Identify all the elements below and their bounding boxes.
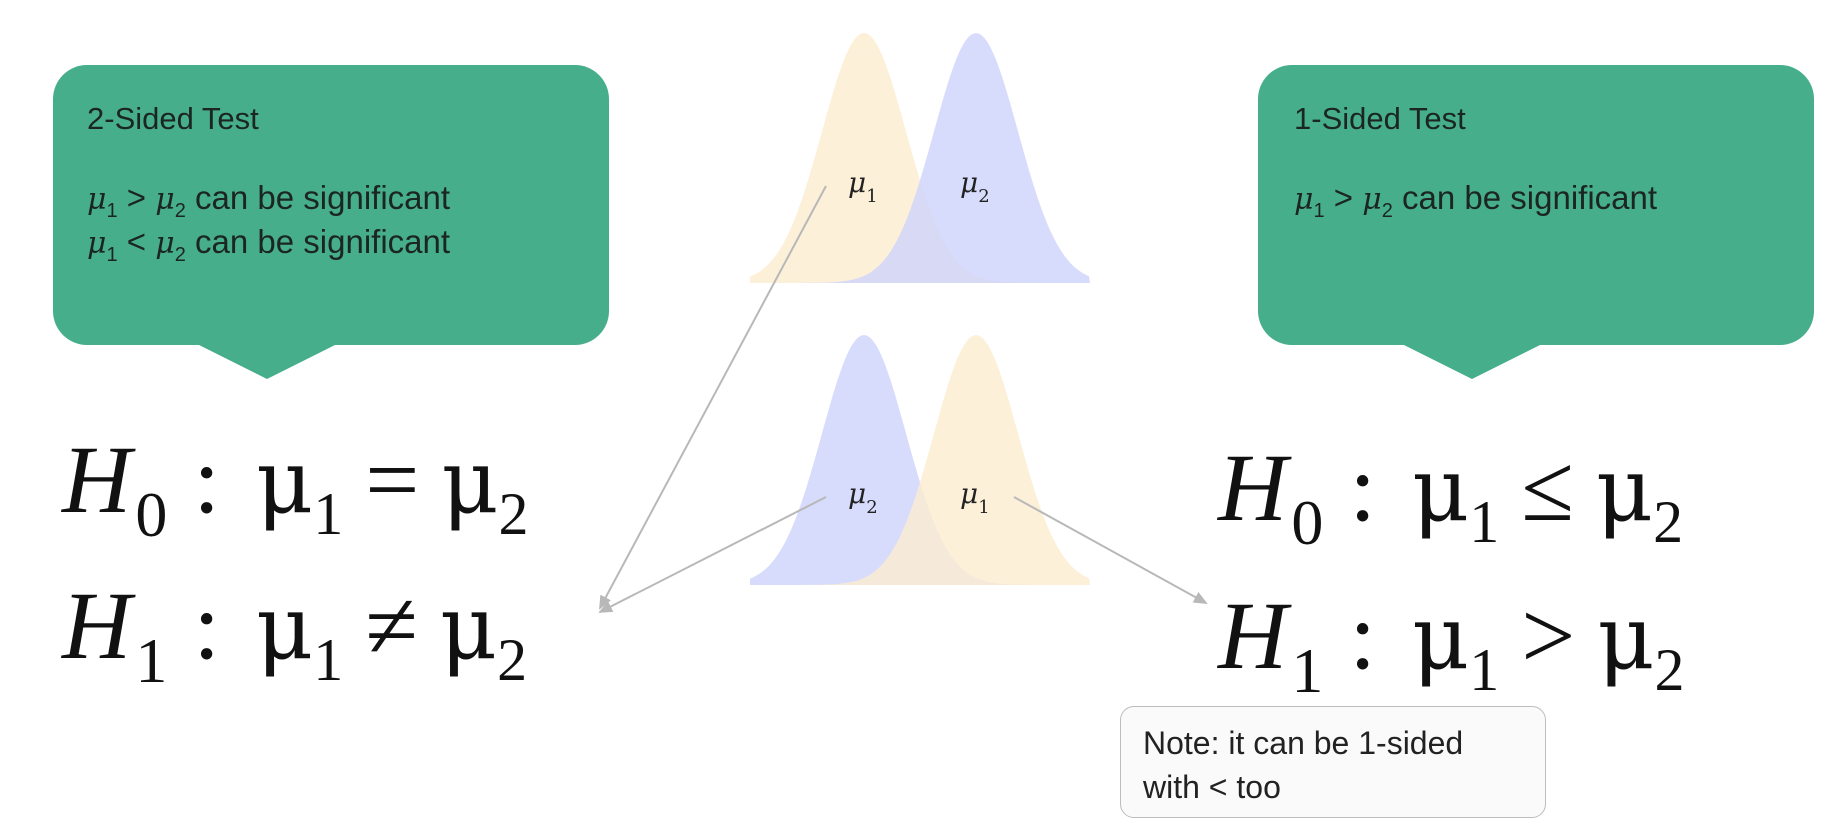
top-right-label: μ2 <box>960 166 990 207</box>
null-hypothesis-two-sided: H0: μ1 = μ2 <box>62 426 529 550</box>
arrow-bottom-to-not-equal <box>598 496 827 613</box>
top-left-distribution <box>750 33 1090 283</box>
arrow-bottom-to-greater <box>1013 496 1208 604</box>
bottom-right-label: μ1 <box>960 477 990 518</box>
one-sided-callout: 1-Sided Test μ1 > μ2 can be significant <box>1258 65 1814 379</box>
callout-line-greater: μ1 > μ2 can be significant <box>1294 179 1658 222</box>
bottom-left-label: μ2 <box>848 477 878 518</box>
callout-tail <box>1400 343 1544 379</box>
null-hypothesis-one-sided: H0: μ1 ≤ μ2 <box>1218 434 1684 558</box>
note-box: Note: it can be 1-sided with < too <box>1120 706 1546 818</box>
callout-title: 1-Sided Test <box>1294 101 1466 136</box>
callout-title: 2-Sided Test <box>87 101 259 136</box>
bottom-right-distribution <box>750 335 1090 585</box>
callout-tail <box>195 343 339 379</box>
arrow-top-to-not-equal <box>599 185 827 610</box>
note-line-1: Note: it can be 1-sided <box>1143 725 1464 761</box>
callout-line-greater: μ1 > μ2 can be significant <box>87 179 451 222</box>
top-left-label: μ1 <box>848 166 878 207</box>
top-right-distribution <box>750 33 1090 283</box>
two-sided-callout: 2-Sided Test μ1 > μ2 can be significant … <box>53 65 609 379</box>
callout-line-less: μ1 < μ2 can be significant <box>87 223 451 266</box>
note-line-2: with < too <box>1143 769 1281 805</box>
bottom-left-distribution <box>750 335 1090 585</box>
alternative-hypothesis-one-sided: H1: μ1 > μ2 <box>1218 582 1685 706</box>
alternative-hypothesis-two-sided: H1: μ1 ≠ μ2 <box>62 572 528 696</box>
